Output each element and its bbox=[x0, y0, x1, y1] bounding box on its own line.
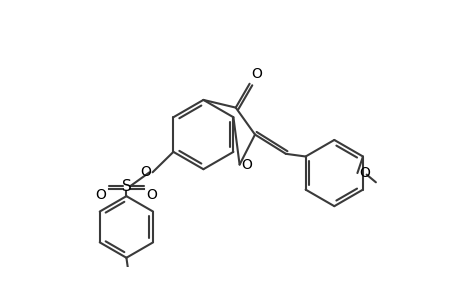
Text: O: O bbox=[241, 158, 252, 172]
Text: S: S bbox=[121, 178, 131, 194]
Text: O: O bbox=[146, 188, 157, 202]
Text: O: O bbox=[95, 188, 106, 202]
Text: O: O bbox=[358, 166, 369, 180]
Text: O: O bbox=[140, 165, 151, 179]
Text: O: O bbox=[251, 68, 262, 81]
